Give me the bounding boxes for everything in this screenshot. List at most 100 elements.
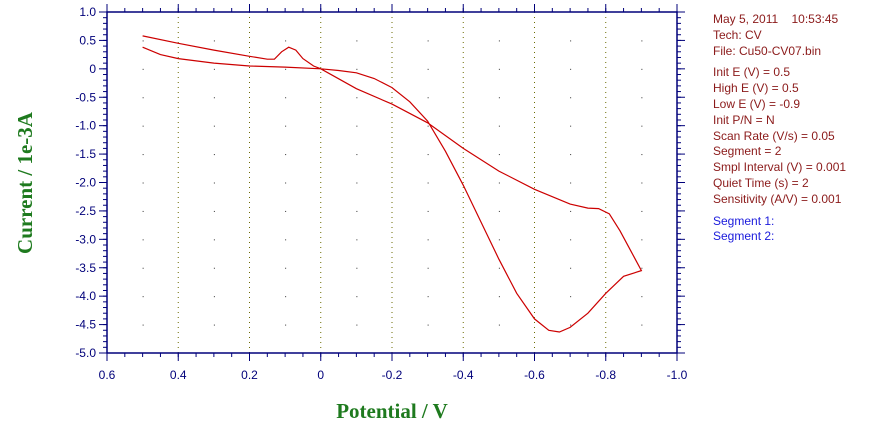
grid-dot (356, 182, 358, 184)
grid-dot (498, 324, 500, 326)
grid-dot (285, 239, 287, 241)
grid-dot (498, 154, 500, 156)
grid-dot (427, 296, 429, 298)
grid-dot (356, 97, 358, 99)
grid-dot (142, 210, 144, 212)
grid-dot (641, 182, 643, 184)
grid-dot (142, 267, 144, 269)
grid-dot (213, 267, 215, 269)
param-line: Smpl Interval (V) = 0.001 (713, 160, 847, 175)
grid-dot (213, 210, 215, 212)
grid-dot (570, 40, 572, 42)
y-tick-label: -4.0 (75, 289, 96, 303)
grid-dot (427, 40, 429, 42)
param-line: Segment = 2 (713, 144, 782, 159)
y-tick-label: -1.5 (75, 147, 96, 161)
y-tick-label: -2.0 (75, 176, 96, 190)
cv-chart: 0.6 0.4 0.2 0 -0.2 -0.4 -0.6 -0.8 -1.0 1.0 0.5 0 -0.… (13, 4, 688, 423)
grid-dot (285, 210, 287, 212)
x-tick-label: 0.6 (99, 368, 116, 382)
grid-dot (570, 125, 572, 127)
x-tick-label: -0.6 (524, 368, 545, 382)
grid-dot (213, 154, 215, 156)
param-line: Scan Rate (V/s) = 0.05 (713, 128, 835, 143)
file: File: Cu50-CV07.bin (713, 43, 822, 58)
ticks (99, 4, 685, 361)
x-tick-label: -1.0 (667, 368, 688, 382)
grid-dot (498, 182, 500, 184)
grid-dot (142, 40, 144, 42)
info-panel: May 5, 2011 10:53:45 Tech: CV File: Cu50… (713, 12, 846, 245)
grid-dot (356, 296, 358, 298)
param-line: High E (V) = 0.5 (713, 81, 799, 96)
grid-dot (570, 267, 572, 269)
grid-dot (213, 125, 215, 127)
grid-dot (356, 40, 358, 42)
grid-dot (641, 210, 643, 212)
grid-dot (641, 97, 643, 99)
grid-dot (285, 267, 287, 269)
x-tick-label: 0.4 (170, 368, 187, 382)
grid (142, 12, 643, 353)
grid-dot (213, 239, 215, 241)
grid-dot (641, 267, 643, 269)
grid-dot (641, 239, 643, 241)
y-tick-label: -5.0 (75, 346, 96, 360)
grid-dot (570, 68, 572, 70)
grid-dot (142, 68, 144, 70)
grid-dot (498, 239, 500, 241)
segment-label: Segment 1: (713, 213, 775, 228)
grid-dot (641, 40, 643, 42)
grid-dot (285, 324, 287, 326)
y-tick-label: 0 (89, 62, 96, 76)
param-line: Init P/N = N (713, 112, 775, 127)
grid-dot (570, 296, 572, 298)
y-tick-label: -4.5 (75, 318, 96, 332)
y-tick-label: -1.0 (75, 119, 96, 133)
grid-dot (498, 296, 500, 298)
x-tick-label: -0.8 (595, 368, 616, 382)
tech: Tech: CV (713, 27, 762, 42)
grid-dot (213, 296, 215, 298)
grid-dot (427, 68, 429, 70)
grid-dot (570, 97, 572, 99)
grid-dot (142, 324, 144, 326)
grid-dot (285, 68, 287, 70)
grid-dot (427, 154, 429, 156)
grid-dot (142, 296, 144, 298)
param-line: Init E (V) = 0.5 (713, 65, 791, 80)
grid-dot (285, 97, 287, 99)
y-tick-label: -3.5 (75, 261, 96, 275)
grid-dot (285, 125, 287, 127)
grid-dot (498, 68, 500, 70)
x-tick-label: 0.2 (241, 368, 258, 382)
grid-dot (142, 239, 144, 241)
grid-dot (641, 324, 643, 326)
grid-dot (213, 182, 215, 184)
grid-dot (570, 324, 572, 326)
param-line: Quiet Time (s) = 2 (713, 175, 809, 190)
grid-dot (641, 154, 643, 156)
cv-curve (142, 35, 643, 333)
grid-dot (498, 210, 500, 212)
grid-dot (213, 324, 215, 326)
grid-dot (285, 182, 287, 184)
x-tick-label: 0 (317, 368, 324, 382)
grid-dot (570, 154, 572, 156)
grid-dot (427, 125, 429, 127)
grid-dot (356, 239, 358, 241)
y-tick-label: -3.0 (75, 232, 96, 246)
grid-dot (427, 210, 429, 212)
grid-dot (427, 324, 429, 326)
datetime: May 5, 2011 10:53:45 (713, 12, 839, 26)
y-tick-label: 1.0 (79, 5, 96, 19)
grid-dot (356, 154, 358, 156)
grid-dot (285, 296, 287, 298)
param-line: Sensitivity (A/V) = 0.001 (713, 191, 842, 206)
grid-dot (356, 210, 358, 212)
param-line: Low E (V) = -0.9 (713, 96, 801, 111)
grid-dot (427, 97, 429, 99)
x-tick-label: -0.2 (382, 368, 403, 382)
grid-dot (356, 324, 358, 326)
grid-dot (570, 210, 572, 212)
